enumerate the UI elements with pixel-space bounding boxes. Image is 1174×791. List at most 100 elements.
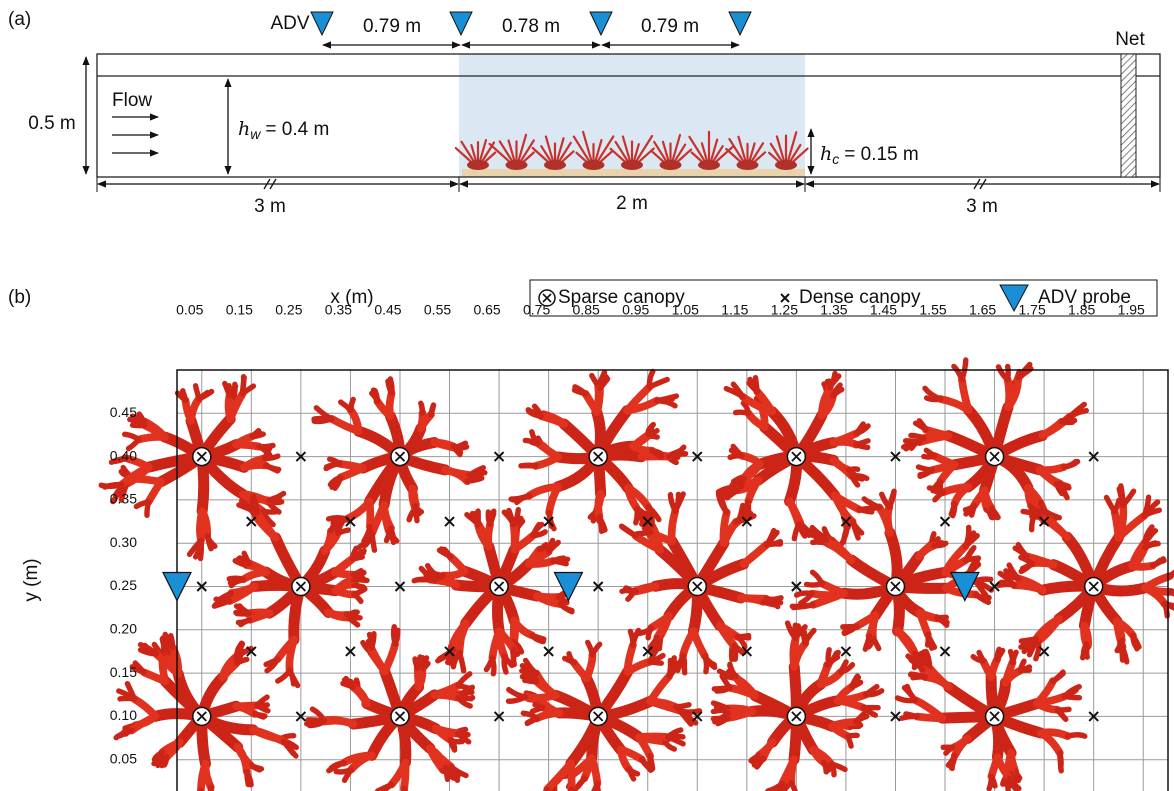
coral-branch [955, 738, 968, 755]
x-tick-label: 1.55 [919, 302, 946, 318]
coral-branch [672, 511, 676, 541]
coral-branch [598, 494, 600, 517]
coral-branch [353, 687, 367, 704]
coral-branch [467, 479, 478, 481]
coral-branch [1153, 560, 1161, 565]
coral-branch [792, 605, 813, 607]
x-tick-label: 0.05 [176, 302, 203, 318]
symbol: h [820, 143, 832, 165]
y-tick-label: 0.05 [110, 750, 137, 766]
coral-branch [756, 378, 758, 392]
coral-branch [1084, 644, 1087, 653]
y-tick-label: 0.30 [110, 534, 137, 550]
coral-branch [384, 505, 391, 529]
coral-branch [453, 446, 464, 447]
coral-branch [196, 386, 200, 399]
coral-branch [705, 656, 707, 672]
x-tick-label: 1.35 [820, 302, 847, 318]
coral-branch [511, 496, 529, 499]
coral-branch [985, 490, 992, 508]
coral-branch [337, 522, 338, 533]
coral-branch [537, 713, 560, 718]
coral-branch [736, 412, 749, 413]
coral-branch [675, 494, 678, 511]
mini-coral-base [660, 160, 682, 170]
coral-branch [532, 635, 544, 639]
coral-branch [650, 676, 669, 701]
coral-branch [937, 617, 947, 618]
coral-branch [917, 717, 942, 719]
mini-coral-base [506, 160, 528, 170]
y-tick-label: 0.20 [110, 621, 137, 637]
coral-branch [924, 436, 949, 438]
coral-branch [844, 527, 848, 542]
coral-branch [372, 533, 374, 550]
coral-branch [657, 399, 673, 401]
coral-branch [1165, 604, 1168, 616]
coral-branch [824, 763, 826, 772]
sparse-canopy-point [193, 448, 211, 466]
sparse-canopy-point [490, 578, 508, 596]
coral-branch [683, 656, 685, 673]
coral-branch [324, 720, 353, 724]
coral-branch [234, 384, 235, 396]
coral-branch [588, 642, 593, 654]
coral-branch [341, 468, 363, 477]
coral-branch [252, 434, 263, 436]
sparse-canopy-point [391, 448, 409, 466]
water-height-label: hw= 0.4 m [238, 118, 329, 142]
sparse-canopy-point [391, 707, 409, 725]
coral-branch [532, 708, 542, 712]
coral-branch [255, 714, 264, 717]
coral-branch [149, 482, 161, 502]
coral-branch [578, 778, 585, 787]
coral-branch [458, 674, 469, 686]
coral-branch [913, 677, 925, 678]
coral-branch [415, 506, 422, 512]
sparse-canopy-point [986, 707, 1004, 725]
coral-branch [125, 434, 139, 439]
sparse-canopy-point [787, 707, 805, 725]
mini-coral-base [698, 160, 720, 170]
coral-branch [492, 631, 499, 658]
coral-branch [911, 435, 924, 438]
coral-branch [636, 586, 656, 591]
x-tick-label: 0.75 [523, 302, 550, 318]
coral-branch [652, 451, 661, 454]
coral-branch [790, 501, 799, 524]
mini-coral-base [775, 160, 797, 170]
x-tick-label: 1.85 [1068, 302, 1095, 318]
coral-branch [200, 511, 202, 540]
coral-branch [237, 659, 247, 663]
coral-branch [1013, 652, 1017, 662]
x-tick-label: 1.25 [771, 302, 798, 318]
coral-branch [953, 504, 955, 516]
coral-branch [1119, 489, 1123, 506]
x-tick-label: 0.45 [374, 302, 401, 318]
coral-branch [236, 445, 259, 447]
coral-branch [1115, 500, 1119, 512]
flow-label: Flow [112, 90, 152, 111]
x-tick-label: 1.15 [721, 302, 748, 318]
coral-branch [888, 507, 890, 533]
coral-branch [327, 464, 340, 467]
coral-branch [451, 557, 465, 571]
sand-bed [462, 169, 805, 177]
coral-branch [421, 405, 422, 413]
panel-b: (b) x (m) y (m) Sparse canopy Dense cano… [8, 280, 1174, 791]
coral-branch [347, 612, 357, 615]
coral-branch [514, 525, 515, 550]
coral-branch [243, 377, 244, 394]
coral-branch [730, 456, 742, 458]
subscript: w [250, 126, 261, 142]
adv-triangle [450, 12, 472, 35]
coral-branch [954, 366, 962, 379]
x-tick-label: 0.15 [226, 302, 253, 318]
coral-branch [794, 524, 799, 538]
coral-branch [935, 456, 955, 465]
coral-branch [537, 596, 559, 597]
mini-coral-base [621, 160, 643, 170]
coral-branch [669, 454, 686, 457]
coral-branch [683, 631, 694, 656]
y-tick-label: 0.45 [110, 404, 137, 420]
